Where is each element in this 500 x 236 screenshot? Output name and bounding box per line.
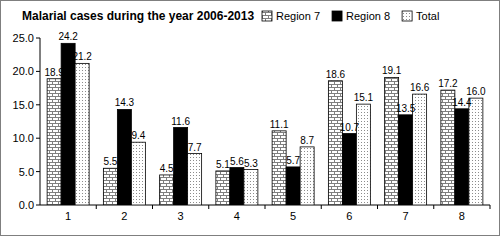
- y-tick: [36, 71, 40, 72]
- bar: [188, 154, 202, 205]
- x-tick-label: 3: [178, 210, 184, 222]
- bar: [356, 104, 370, 205]
- data-label: 18.9: [44, 67, 64, 78]
- legend-label: Region 7: [276, 10, 320, 22]
- data-label: 5.7: [286, 155, 300, 166]
- bar: [385, 77, 399, 205]
- bar: [342, 134, 356, 205]
- chart: Malarial cases during the year 2006-2013…: [0, 0, 500, 236]
- data-labels: 18.924.221.25.514.39.44.511.67.75.15.65.…: [44, 31, 486, 174]
- data-label: 5.1: [216, 159, 230, 170]
- data-label: 7.7: [188, 142, 202, 153]
- bar: [272, 131, 286, 205]
- x-tick-label: 7: [403, 210, 409, 222]
- bar: [328, 81, 342, 205]
- legend: Region 7 Region 8 Total: [262, 10, 439, 22]
- bar: [103, 168, 117, 205]
- bar: [300, 147, 314, 205]
- x-tick: [490, 205, 491, 209]
- data-label: 10.7: [340, 122, 360, 133]
- data-label: 13.5: [396, 103, 416, 114]
- legend-swatch: [262, 11, 272, 21]
- x-tick-label: 6: [346, 210, 352, 222]
- data-label: 14.3: [115, 97, 135, 108]
- data-label: 15.1: [354, 92, 374, 103]
- bar: [286, 167, 300, 205]
- bar: [160, 175, 174, 205]
- y-tick-label: 15.0: [13, 99, 34, 111]
- y-tick: [36, 171, 40, 172]
- bars: [47, 43, 483, 205]
- y-tick: [36, 104, 40, 105]
- x-tick-label: 4: [234, 210, 240, 222]
- y-tick: [36, 205, 40, 206]
- bar: [399, 115, 413, 205]
- y-tick-label: 10.0: [13, 132, 34, 144]
- x-tick-label: 8: [459, 210, 465, 222]
- bar: [131, 142, 145, 205]
- x-tick: [208, 205, 209, 209]
- y-tick-label: 5.0: [19, 166, 34, 178]
- bar: [174, 128, 188, 205]
- legend-label: Region 8: [346, 10, 390, 22]
- data-label: 8.7: [300, 135, 314, 146]
- data-label: 5.5: [103, 156, 117, 167]
- y-tick-label: 0.0: [19, 199, 34, 211]
- y-tick: [36, 138, 40, 139]
- outer-frame: [1, 1, 500, 236]
- legend-swatch: [332, 11, 342, 21]
- data-label: 14.4: [452, 97, 472, 108]
- x-tick: [152, 205, 153, 209]
- x-tick-label: 5: [290, 210, 296, 222]
- y-tick-label: 20.0: [13, 65, 34, 77]
- x-tick: [433, 205, 434, 209]
- x-tick: [265, 205, 266, 209]
- x-tick-label: 1: [65, 210, 71, 222]
- data-label: 21.2: [72, 51, 92, 62]
- data-label: 17.2: [438, 78, 458, 89]
- bar: [230, 168, 244, 205]
- y-tick-label: 25.0: [13, 32, 34, 44]
- x-tick: [96, 205, 97, 209]
- data-label: 16.0: [466, 86, 486, 97]
- data-label: 11.1: [270, 119, 289, 130]
- data-label: 24.2: [58, 31, 78, 42]
- data-label: 5.3: [244, 158, 258, 169]
- bar: [75, 63, 89, 205]
- x-tick: [377, 205, 378, 209]
- data-label: 5.6: [230, 156, 244, 167]
- bar: [455, 109, 469, 205]
- legend-swatch: [402, 11, 412, 21]
- data-label: 4.5: [160, 163, 174, 174]
- bar: [117, 109, 131, 205]
- data-label: 16.6: [410, 82, 430, 93]
- legend-label: Total: [416, 10, 439, 22]
- data-label: 9.4: [131, 130, 145, 141]
- x-tick-label: 2: [121, 210, 127, 222]
- data-label: 11.6: [171, 116, 190, 127]
- bar: [47, 79, 61, 205]
- data-label: 19.1: [382, 65, 402, 76]
- bar: [244, 170, 258, 205]
- y-axis: [40, 38, 41, 205]
- bar: [469, 98, 483, 205]
- bar: [216, 171, 230, 205]
- title: Malarial cases during the year 2006-2013: [22, 9, 254, 23]
- y-tick: [36, 38, 40, 39]
- x-tick: [321, 205, 322, 209]
- data-label: 18.6: [326, 69, 346, 80]
